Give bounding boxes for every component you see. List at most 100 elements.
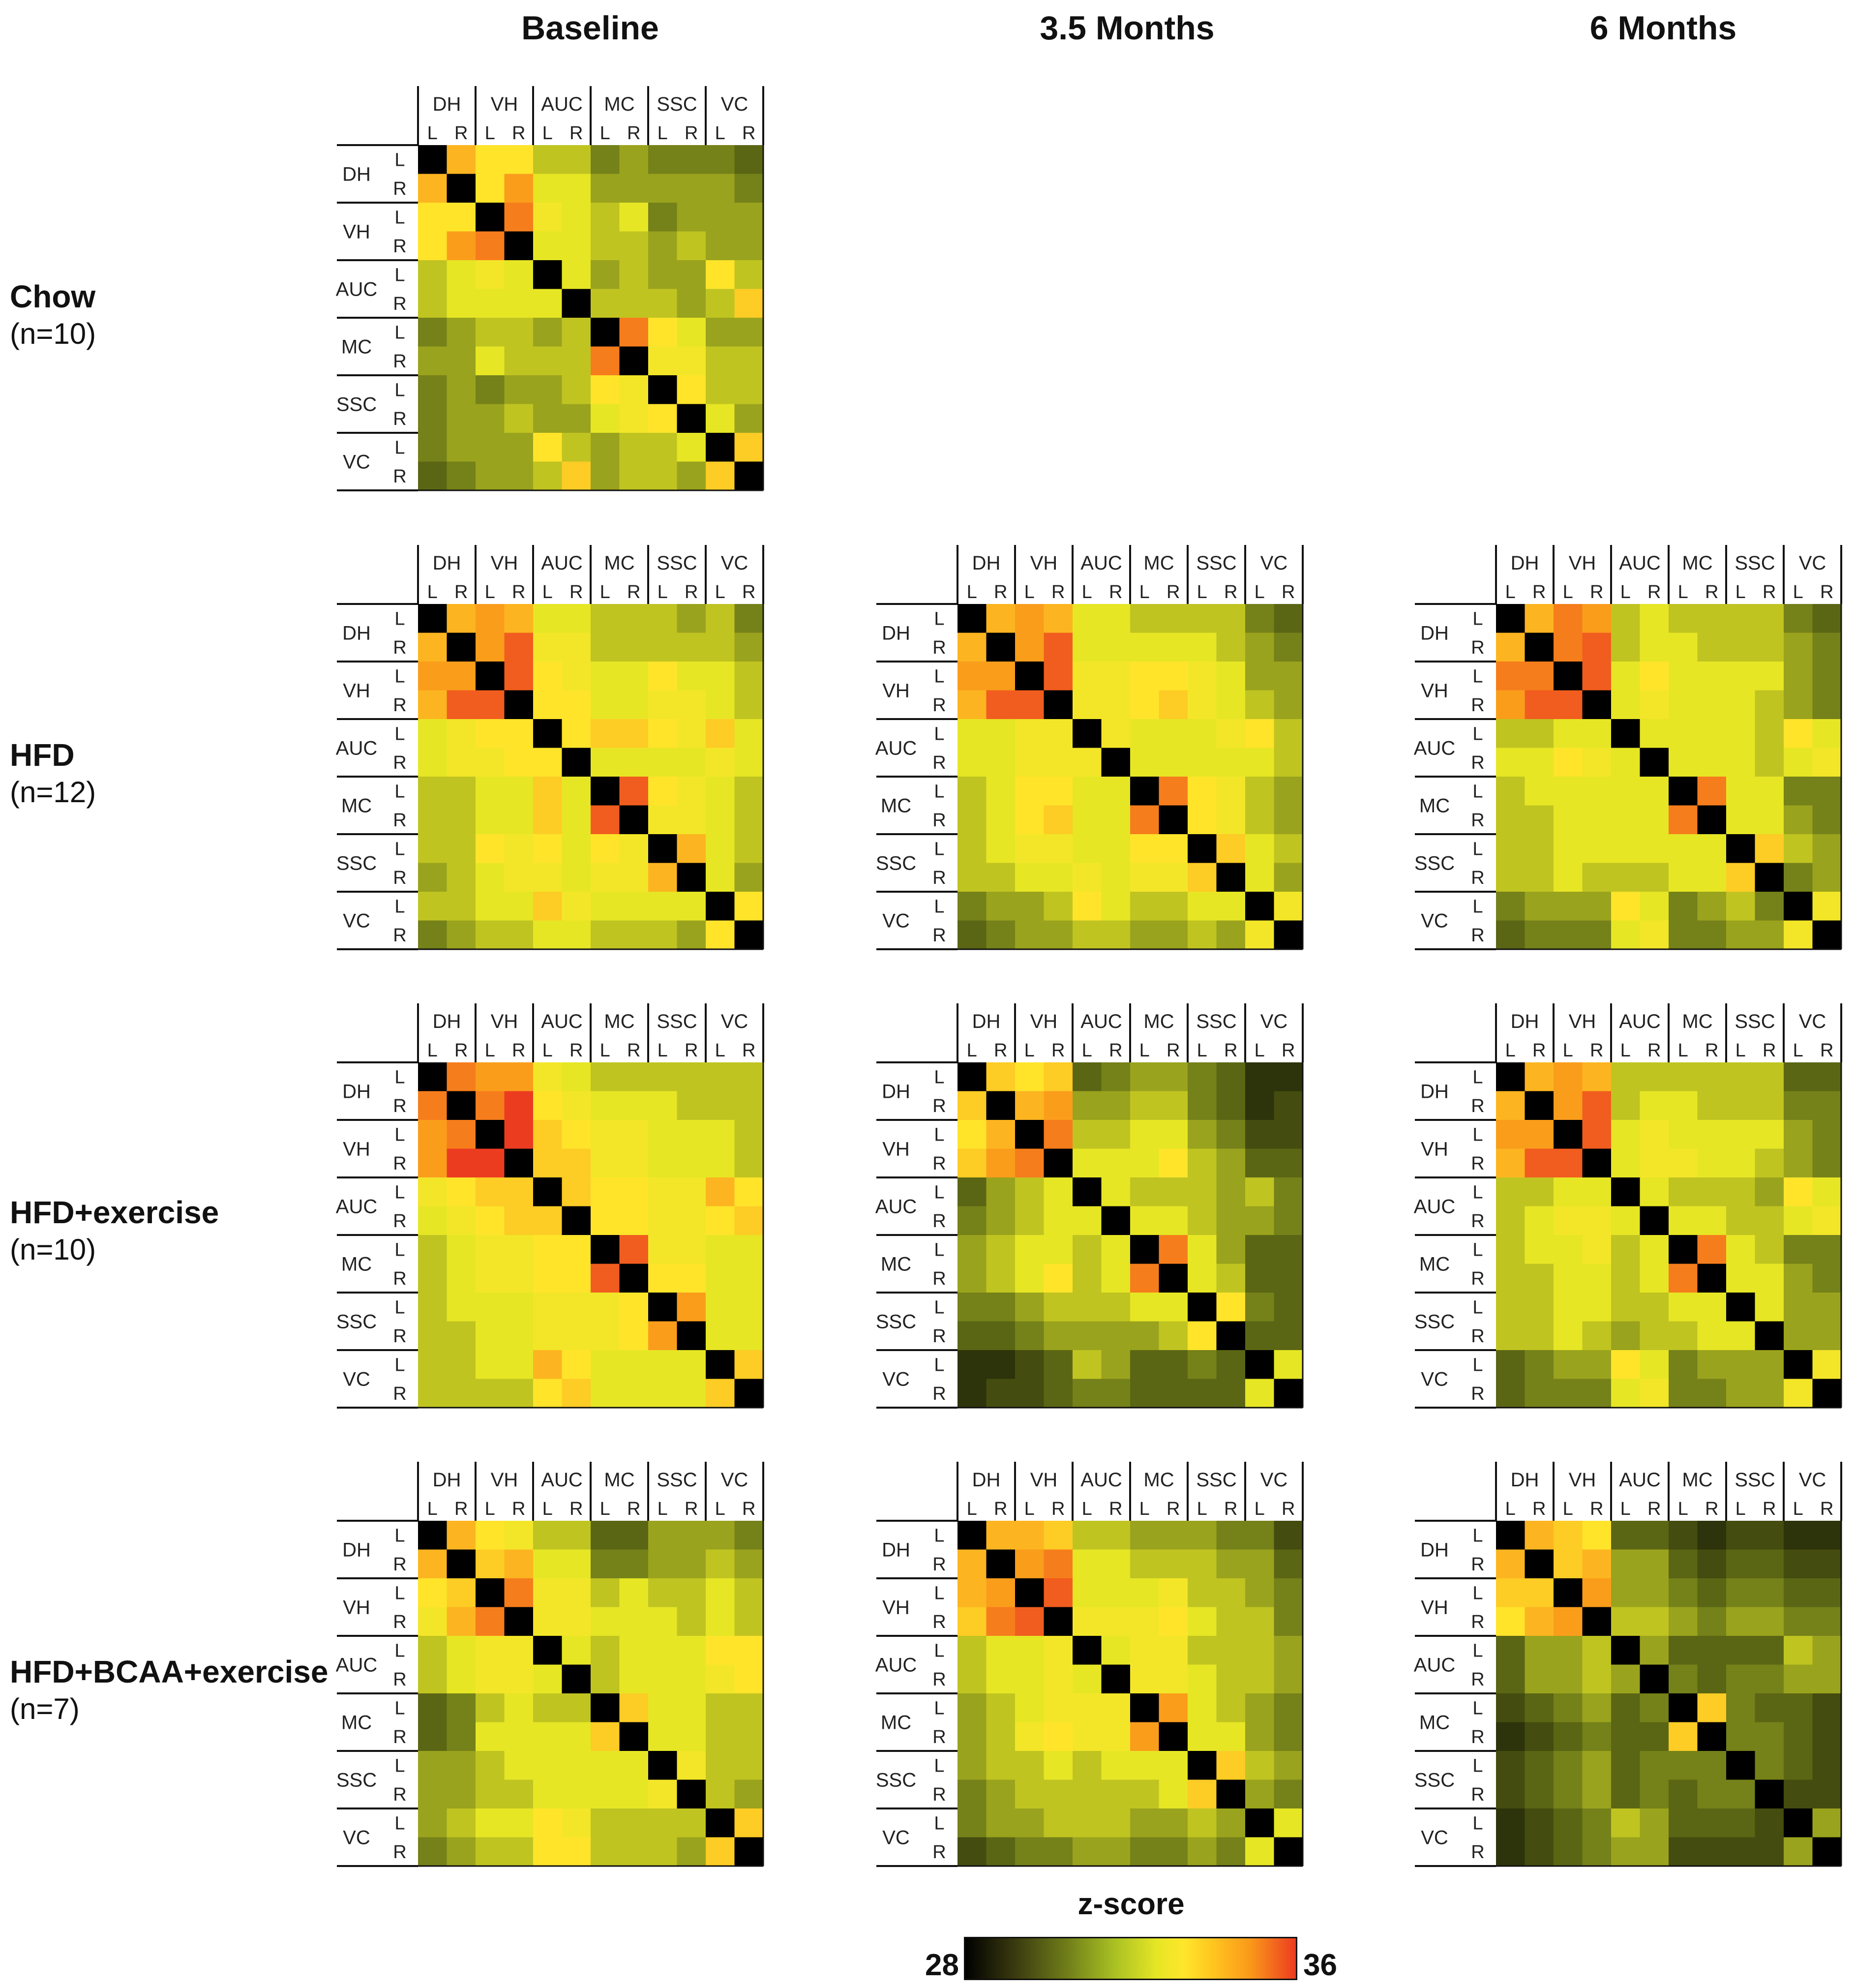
heatmap-cell: VC L × SSC L: 31.5 [648, 433, 678, 462]
heatmap-cell: DH L × AUC L: 31.5 [1611, 1062, 1641, 1092]
heatmap-cell: MC R × AUC R: 32 [1640, 1264, 1669, 1293]
heatmap-cell: VH L × SSC R: 32 [1755, 1120, 1784, 1149]
col-hemisphere-label: L [1563, 1499, 1573, 1519]
heatmap-cell: VH L × VH L: 28 [1015, 1578, 1045, 1608]
row-hemisphere-label: R [932, 1326, 946, 1347]
heatmap-cell: AUC R × MC L: 32 [1669, 1206, 1698, 1235]
col-hemisphere-label: L [1082, 1499, 1092, 1519]
heatmap-hfd-bcaa-exercise-6-months: DH L × DH L: 28DH L × DH R: 34DH L × VH … [1414, 1462, 1843, 1868]
row-region-label: AUC [875, 1655, 917, 1676]
heatmap-cell: VH L × VH R: 35.5 [504, 662, 534, 691]
col-hemisphere-label: L [1505, 1499, 1516, 1519]
heatmap-cell: VH L × AUC R: 32.5 [1101, 662, 1131, 691]
col-region-label: SSC [1735, 1011, 1775, 1032]
heatmap-cell: MC L × AUC R: 32 [1640, 777, 1669, 806]
col-hemisphere-label: L [1255, 1040, 1265, 1061]
heatmap-cell: MC L × MC L: 28 [1669, 777, 1698, 806]
heatmap-cell: MC L × VC L: 30.5 [1784, 1235, 1813, 1265]
heatmap-cell: VC L × VH L: 31 [1554, 892, 1583, 921]
heatmap-cell: MC L × DH L: 31.5 [418, 777, 448, 806]
heatmap-cell: AUC R × VH R: 31.5 [1582, 1664, 1612, 1694]
heatmap-cell: SSC R × MC L: 31.5 [1130, 1779, 1160, 1809]
heatmap-cell: AUC R × DH R: 32.5 [447, 1206, 476, 1235]
col-hemisphere-label: R [512, 582, 525, 602]
heatmap-cell: VH R × VC L: 31 [1784, 690, 1813, 720]
heatmap-cell: SSC L × DH R: 31.5 [1525, 834, 1554, 864]
row-region-label: AUC [1414, 1196, 1455, 1218]
heatmap-cell: DH R × DH R: 28 [986, 633, 1016, 662]
heatmap-cell: SSC R × SSC R: 28 [1755, 863, 1784, 892]
heatmap-cell: MC L × SSC R: 32.5 [677, 1235, 706, 1265]
heatmap-cell: VC L × VC L: 28 [1784, 1350, 1813, 1380]
row-hemisphere-label: R [393, 1842, 406, 1863]
heatmap-cell: VH L × VH R: 36 [504, 1120, 534, 1149]
heatmap-cell: DH R × VH L: 33 [476, 174, 505, 203]
heatmap-cell: SSC R × SSC L: 34.5 [648, 1321, 678, 1351]
heatmap-cell: AUC R × VH L: 33 [476, 1206, 505, 1235]
row-region-label: VC [1421, 910, 1448, 932]
heatmap-cell: VH R × DH L: 34 [957, 690, 987, 720]
heatmap-cell: AUC L × MC R: 32 [1159, 719, 1188, 749]
heatmap-cell: SSC L × AUC R: 32 [1640, 834, 1669, 864]
heatmap-cell: VC L × VH L: 29.5 [1015, 1350, 1045, 1380]
heatmap-cell: MC R × VH R: 32 [504, 805, 534, 835]
heatmap-cell: VH L × AUC R: 32.5 [1640, 1120, 1669, 1149]
heatmap-cell: MC L × VH R: 32 [1044, 1235, 1073, 1265]
col-hemisphere-label: L [1620, 1040, 1631, 1061]
row-region-label: AUC [336, 1196, 377, 1218]
heatmap-cell: DH R × AUC R: 32 [1101, 1549, 1131, 1579]
heatmap-cell: VH L × MC R: 32.5 [619, 1120, 649, 1149]
col-region-label: DH [1511, 552, 1539, 574]
heatmap-cell: VC L × MC L: 30 [1669, 1808, 1698, 1838]
heatmap-cell: AUC R × AUC R: 28 [1640, 1206, 1669, 1235]
heatmap-cell: MC R × DH R: 32 [447, 1264, 476, 1293]
heatmap-cell: AUC R × AUC R: 28 [1101, 748, 1131, 777]
heatmap-cell: MC R × AUC L: 31.5 [1073, 1264, 1102, 1293]
heatmap-cell: SSC L × VC R: 31 [1812, 834, 1842, 864]
heatmap-cell: AUC R × VC L: 33 [706, 1206, 735, 1235]
heatmap-cell: SSC R × VH R: 31.5 [1582, 1321, 1612, 1351]
heatmap-cell: MC L × VH L: 32 [1015, 1693, 1045, 1723]
heatmap-cell: DH R × SSC R: 31 [1216, 1549, 1246, 1579]
heatmap-svg: DH L × DH L: 28DH L × DH R: 34DH L × VH … [1414, 1462, 1842, 1867]
heatmap-cell: VC L × DH R: 31.5 [447, 892, 476, 921]
heatmap-cell: VH L × DH L: 33.5 [1496, 1578, 1526, 1608]
row-region-label: DH [882, 1081, 910, 1103]
heatmap-cell: VH L × MC L: 31.5 [591, 203, 620, 232]
heatmap-cell: AUC R × MC R: 32 [1697, 748, 1727, 777]
col-hemisphere-label: L [1255, 1499, 1265, 1519]
heatmap-cell: VH L × VC L: 31 [1784, 1120, 1813, 1149]
row-hemisphere-label: R [393, 236, 406, 257]
heatmap-cell: VC L × MC L: 30 [1130, 1350, 1160, 1380]
heatmap-cell: MC L × DH L: 31.5 [418, 1235, 448, 1265]
heatmap-cell: SSC R × DH R: 31 [447, 1779, 476, 1809]
heatmap-cell: SSC R × DH L: 31 [418, 1779, 448, 1809]
heatmap-cell: VH L × VH L: 28 [1015, 662, 1045, 691]
heatmap-cell: VH L × AUC L: 31 [1611, 1578, 1641, 1608]
heatmap-cell: DH L × VH R: 33.5 [1044, 1521, 1073, 1550]
row-hemisphere-label: L [1472, 1813, 1483, 1834]
heatmap-cell: VC L × AUC R: 32 [1640, 1350, 1669, 1380]
heatmap-cell: DH L × DH R: 34 [1525, 604, 1554, 633]
heatmap-cell: VC R × VC L: 32.5 [1784, 920, 1813, 950]
heatmap-cell: SSC R × SSC R: 28 [677, 1321, 706, 1351]
row-hemisphere-label: R [932, 695, 946, 716]
heatmap-cell: SSC L × MC L: 33 [591, 375, 620, 405]
heatmap-cell: MC R × VH R: 33 [1044, 1264, 1073, 1293]
row-hemisphere-label: L [934, 1755, 944, 1776]
heatmap-cell: MC L × VH L: 31.5 [476, 318, 505, 347]
heatmap-cell: MC L × VC R: 30.5 [1274, 1693, 1303, 1723]
row-region-label: DH [342, 1081, 371, 1103]
heatmap-cell: DH R × AUC L: 31.5 [1611, 1091, 1641, 1120]
heatmap-cell: VH R × VH R: 28 [1044, 1607, 1073, 1636]
heatmap-cell: VH L × MC L: 33 [1130, 662, 1160, 691]
heatmap-cell: DH L × VC R: 30.5 [734, 604, 764, 633]
heatmap-cell: VH R × MC L: 31.5 [591, 231, 620, 261]
heatmap-cell: VC R × DH R: 29.5 [1525, 1837, 1554, 1867]
row-hemisphere-label: L [1472, 1239, 1483, 1260]
heatmap-cell: SSC R × VH R: 32 [504, 1321, 534, 1351]
col-hemisphere-label: R [1820, 1499, 1833, 1519]
heatmap-cell: AUC R × DH R: 32 [986, 748, 1016, 777]
col-hemisphere-label: R [685, 582, 698, 602]
heatmap-cell: AUC L × MC R: 33 [619, 1177, 649, 1207]
